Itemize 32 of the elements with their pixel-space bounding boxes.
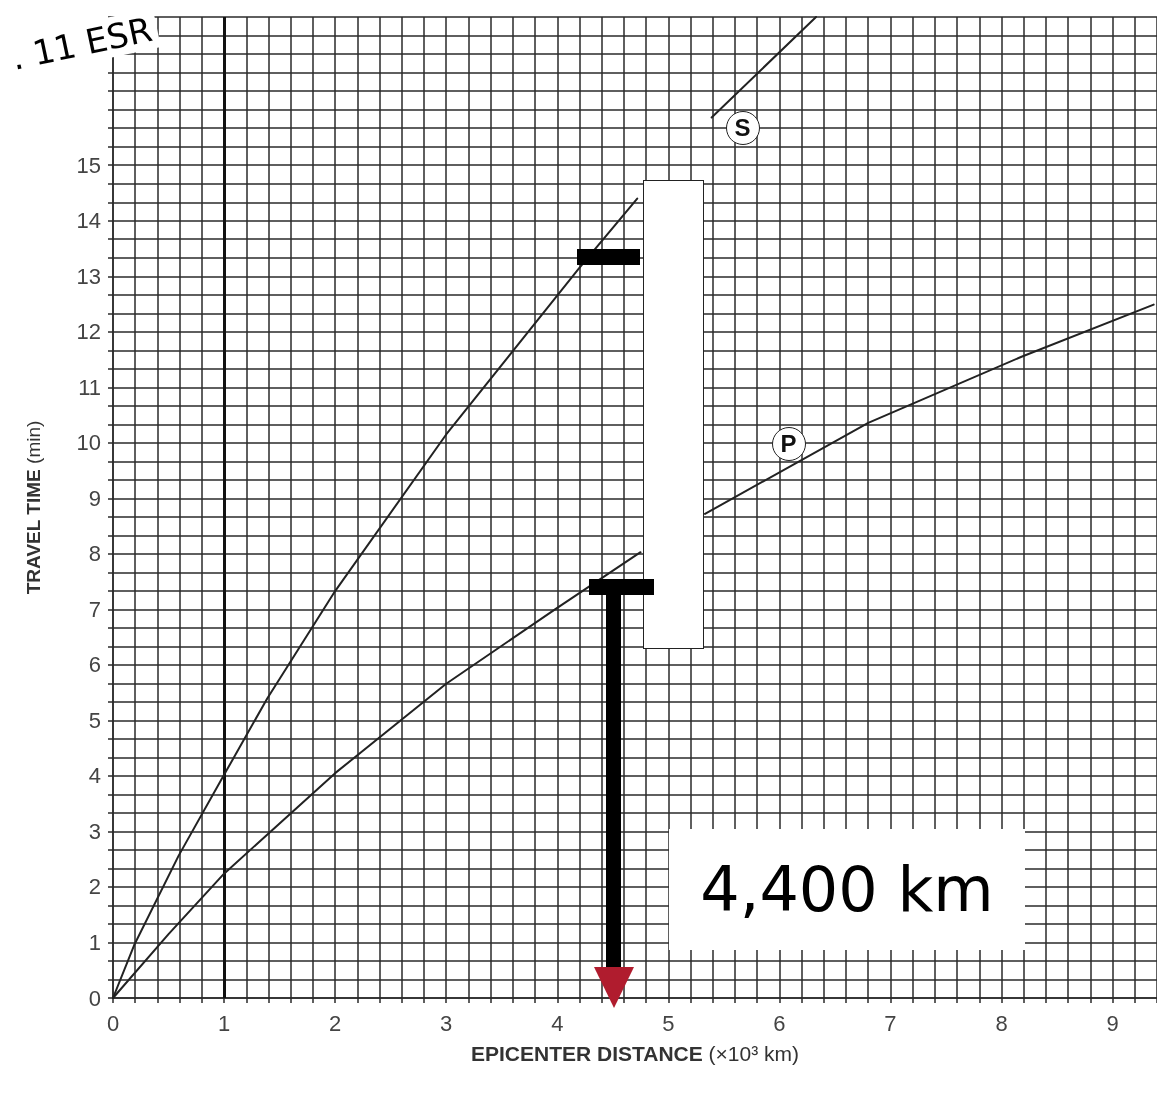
x-tick-label: 6 <box>773 1010 786 1036</box>
annotation: . 11 ESR <box>2 7 162 80</box>
x-tick-label: 9 <box>1106 1010 1119 1036</box>
x-tick-label: 3 <box>440 1010 453 1036</box>
y-tick-label: 7 <box>88 596 101 622</box>
y-tick-label: 9 <box>88 485 101 511</box>
y-tick-label: 12 <box>76 319 101 345</box>
x-axis-title: EPICENTER DISTANCE (×10³ km) <box>470 1042 800 1065</box>
x-tick-label: 5 <box>662 1010 675 1036</box>
annotation: 4,400 km <box>669 829 1025 950</box>
x-tick-label: 0 <box>106 1010 120 1036</box>
y-tick-label: 1 <box>88 929 101 955</box>
series-label: S <box>725 111 760 146</box>
y-tick-label: 3 <box>88 818 101 844</box>
y-tick-label: 13 <box>76 263 101 289</box>
y-axis-title: TRAVEL TIME (min) <box>23 420 44 595</box>
x-tick-label: 7 <box>884 1010 897 1036</box>
y-tick-label: 2 <box>88 874 101 900</box>
y-tick-label: 5 <box>88 707 101 733</box>
y-tick-label: 4 <box>88 763 101 789</box>
x-tick-label: 8 <box>995 1010 1008 1036</box>
y-tick-label: 11 <box>78 374 101 400</box>
series-label: P <box>771 426 806 461</box>
x-tick-label: 1 <box>217 1010 231 1036</box>
x-tick-label: 4 <box>551 1010 564 1036</box>
x-tick-label: 2 <box>329 1010 342 1036</box>
y-tick-label: 6 <box>88 652 101 678</box>
y-tick-label: 10 <box>76 430 101 456</box>
y-tick-label: 8 <box>88 541 101 567</box>
y-tick-label: 14 <box>76 208 101 234</box>
y-tick-label: 0 <box>88 985 101 1011</box>
y-tick-label: 15 <box>76 152 101 178</box>
